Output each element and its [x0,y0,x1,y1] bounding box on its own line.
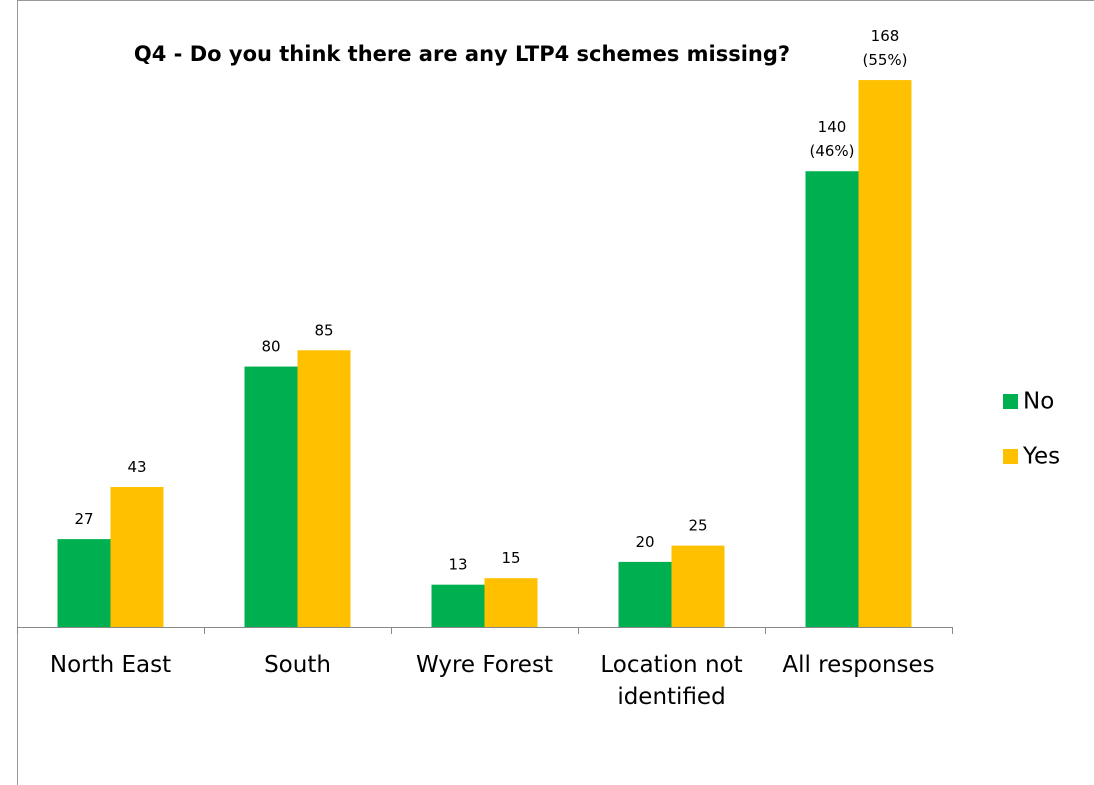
data-label: 15 [501,549,520,567]
line: 85 [314,321,333,339]
line: All responses [782,652,934,678]
chart-border [17,0,1094,785]
x-tick-label: All responses [782,652,934,678]
x-tick-label: Wyre Forest [416,652,553,678]
bar [57,539,111,627]
line: 20 [635,532,654,550]
data-label: 168 (55%) [862,27,907,69]
bar [618,561,672,627]
bar [297,350,351,627]
bar [244,366,298,627]
line: Wyre Forest [416,652,553,678]
legend-label: No [1023,389,1054,415]
line: 80 [261,337,280,355]
chart-title: Q4 - Do you think there are any LTP4 sch… [134,42,790,66]
line: Location not [600,652,742,678]
line: 27 [74,510,93,528]
legend-swatch [1003,394,1018,409]
bar [484,578,538,627]
line: South [264,652,331,678]
line: 140 [818,118,847,136]
legend-swatch [1003,449,1018,464]
x-tick-label: Location not identified [600,652,742,710]
data-label: 43 [127,458,146,476]
bar [805,171,859,627]
data-label: 13 [448,555,467,573]
line: identified [617,684,725,710]
line: (46%) [809,142,854,160]
line: 25 [688,516,707,534]
line: (55%) [862,51,907,69]
line: 15 [501,549,520,567]
bar [858,80,912,628]
legend-label: Yes [1022,444,1060,470]
bar [431,584,485,627]
line: North East [50,652,171,678]
line: 168 [871,27,900,45]
line: 13 [448,555,467,573]
data-label: 80 [261,337,280,355]
data-label: 25 [688,516,707,534]
bar [110,487,164,627]
data-label: 85 [314,321,333,339]
line: 43 [127,458,146,476]
data-label: 27 [74,510,93,528]
data-label: 20 [635,532,654,550]
x-tick-label: North East [50,652,171,678]
bar [671,545,725,627]
data-label: 140 (46%) [809,118,854,160]
x-tick-label: South [264,652,331,678]
